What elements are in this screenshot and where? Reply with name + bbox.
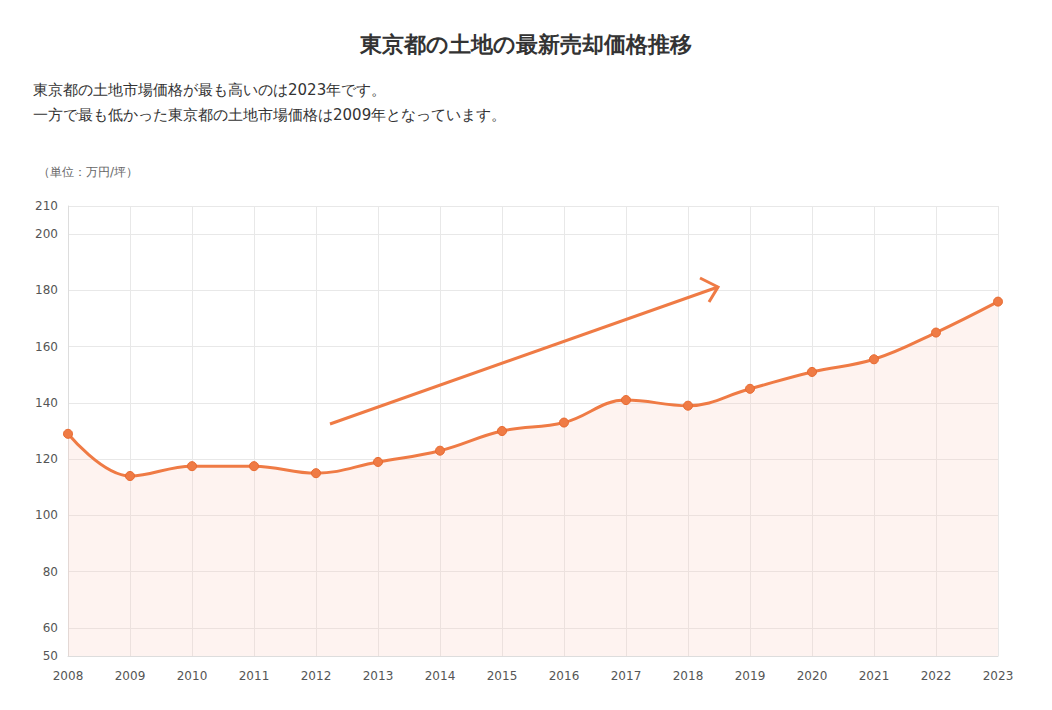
svg-text:160: 160 xyxy=(35,340,58,354)
svg-text:120: 120 xyxy=(35,452,58,466)
svg-text:2020: 2020 xyxy=(797,669,828,683)
svg-text:60: 60 xyxy=(43,621,58,635)
svg-text:2015: 2015 xyxy=(487,669,518,683)
svg-text:（単位：万円/坪）: （単位：万円/坪） xyxy=(38,165,138,179)
svg-text:2012: 2012 xyxy=(301,669,332,683)
svg-text:2011: 2011 xyxy=(239,669,270,683)
svg-text:2023: 2023 xyxy=(983,669,1014,683)
svg-text:210: 210 xyxy=(35,199,58,213)
svg-text:2016: 2016 xyxy=(549,669,580,683)
svg-text:東京都の土地市場価格が最も高いのは2023年です。: 東京都の土地市場価格が最も高いのは2023年です。 xyxy=(33,81,386,99)
svg-text:2013: 2013 xyxy=(363,669,394,683)
svg-text:2009: 2009 xyxy=(115,669,146,683)
svg-text:一方で最も低かった東京都の土地市場価格は2009年となってい: 一方で最も低かった東京都の土地市場価格は2009年となっています。 xyxy=(33,106,506,124)
svg-text:2014: 2014 xyxy=(425,669,456,683)
svg-text:2021: 2021 xyxy=(859,669,890,683)
svg-text:2010: 2010 xyxy=(177,669,208,683)
svg-text:180: 180 xyxy=(35,283,58,297)
svg-text:100: 100 xyxy=(35,508,58,522)
svg-text:140: 140 xyxy=(35,396,58,410)
svg-text:2022: 2022 xyxy=(921,669,952,683)
svg-text:80: 80 xyxy=(43,565,58,579)
svg-text:50: 50 xyxy=(43,649,58,663)
svg-text:2018: 2018 xyxy=(673,669,704,683)
svg-text:2017: 2017 xyxy=(611,669,642,683)
svg-text:2019: 2019 xyxy=(735,669,766,683)
svg-text:2008: 2008 xyxy=(53,669,84,683)
svg-text:200: 200 xyxy=(35,227,58,241)
svg-text:東京都の土地の最新売却価格推移: 東京都の土地の最新売却価格推移 xyxy=(359,32,692,57)
